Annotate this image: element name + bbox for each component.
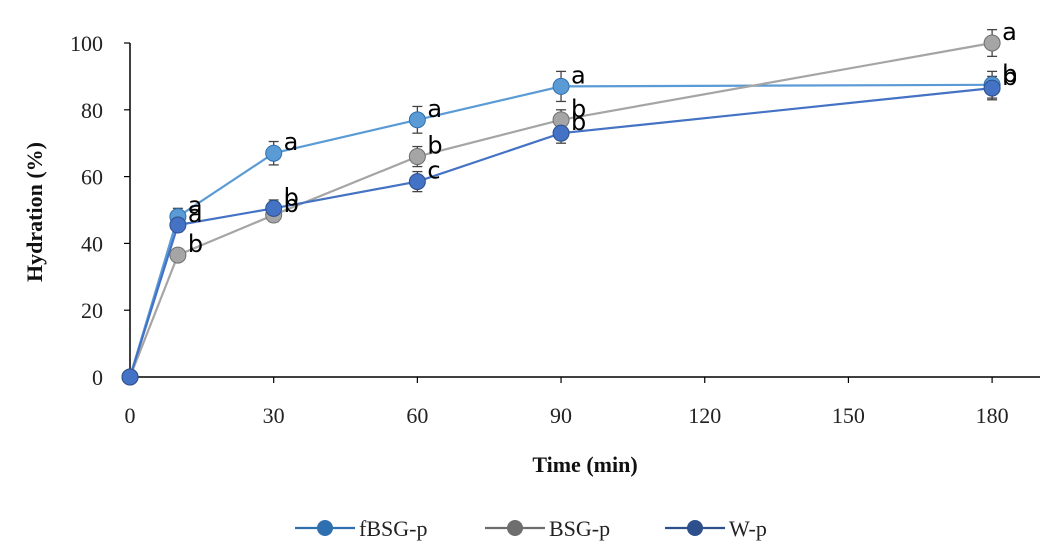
significance-label: b	[188, 230, 203, 258]
y-tick-label: 0	[92, 365, 103, 390]
legend-marker	[317, 520, 333, 536]
y-axis-title: Hydration (%)	[22, 142, 47, 282]
significance-label: a	[284, 128, 299, 156]
legend-label: W-p	[729, 516, 767, 541]
data-point	[408, 173, 426, 191]
legend-label: BSG-p	[549, 516, 610, 541]
legend-marker	[687, 520, 703, 536]
tick-labels: 0 20 40 60 80 100 0 30 60 90 120 150 180	[70, 31, 1009, 428]
data-point	[265, 199, 283, 217]
x-tick-label: 30	[263, 403, 285, 428]
data-point	[983, 79, 1001, 97]
significance-label: b	[571, 95, 586, 123]
data-point	[408, 148, 426, 166]
legend-marker	[507, 520, 523, 536]
significance-label: b	[284, 190, 299, 218]
series-line-fBSG-p	[128, 83, 993, 378]
significance-label: a	[188, 200, 203, 228]
significance-label: b	[284, 183, 299, 211]
x-axis-title: Time (min)	[532, 452, 637, 477]
significance-label: a	[188, 192, 203, 220]
series-line-BSG-p	[128, 41, 993, 378]
y-tick-label: 60	[81, 165, 103, 190]
significance-label: c	[427, 157, 440, 185]
x-tick-label: 120	[688, 403, 721, 428]
y-tick-label: 80	[81, 98, 103, 123]
data-point	[265, 144, 283, 162]
x-tick-label: 0	[125, 403, 136, 428]
x-tick-label: 150	[832, 403, 865, 428]
data-point	[552, 124, 570, 142]
significance-label: a	[427, 95, 442, 123]
significance-label: b	[1002, 60, 1017, 88]
y-tick-label: 20	[81, 298, 103, 323]
data-point	[169, 246, 187, 264]
significance-label: a	[1002, 18, 1017, 46]
series-line-W-p	[128, 87, 993, 378]
data-point	[408, 111, 426, 129]
data-point	[552, 77, 570, 95]
series-markers	[121, 34, 1001, 386]
significance-label: b	[571, 108, 586, 136]
data-point	[121, 368, 139, 386]
legend-label: fBSG-p	[359, 516, 427, 541]
y-tick-label: 40	[81, 231, 103, 256]
significance-label: b	[1002, 63, 1017, 91]
axes	[124, 42, 1040, 383]
y-tick-label: 100	[70, 31, 103, 56]
significance-label: a	[571, 61, 586, 89]
x-tick-label: 180	[976, 403, 1009, 428]
legend: fBSG-p BSG-p W-p	[295, 516, 767, 541]
series-lines	[128, 41, 993, 378]
x-tick-label: 60	[406, 403, 428, 428]
data-point	[169, 216, 187, 234]
significance-label: b	[427, 132, 442, 160]
x-tick-label: 90	[550, 403, 572, 428]
data-point	[983, 34, 1001, 52]
